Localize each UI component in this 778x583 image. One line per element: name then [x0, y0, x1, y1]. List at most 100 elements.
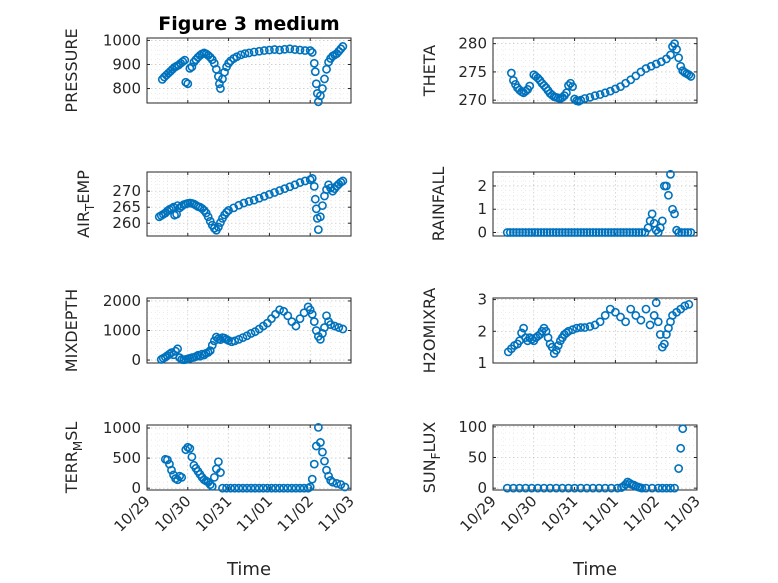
data-point	[295, 178, 305, 187]
data-point	[216, 218, 225, 227]
data-point	[207, 340, 217, 350]
data-point	[169, 202, 178, 212]
chart-title: Figure 3 medium	[158, 13, 339, 35]
data-point	[664, 190, 673, 200]
data-point	[291, 321, 301, 331]
data-point	[173, 344, 182, 354]
data-point	[670, 209, 679, 219]
data-point	[275, 186, 284, 195]
data-point	[205, 52, 215, 62]
y-tick-label: 0	[131, 479, 141, 497]
data-point	[572, 323, 582, 333]
data-point	[326, 320, 335, 329]
data-point	[216, 84, 225, 93]
data-point	[622, 228, 632, 237]
subplot-terr_msl: 0 500 1000 TERRMSL 10/2910/3010/3111/0111/02…	[62, 419, 358, 580]
data-point	[167, 465, 176, 475]
data-point	[270, 45, 279, 54]
data-point	[611, 307, 620, 317]
data-point	[320, 456, 329, 466]
data-point	[657, 216, 667, 226]
data-point	[631, 228, 641, 237]
y-tick-label: 50	[468, 449, 487, 467]
data-point	[548, 228, 558, 237]
data-point	[254, 193, 264, 203]
data-point	[291, 483, 301, 493]
x-axis-label: Time	[572, 559, 617, 580]
data-point	[576, 483, 586, 493]
data-point	[307, 173, 317, 183]
data-point	[670, 39, 679, 49]
data-point	[521, 228, 531, 237]
data-point	[576, 323, 586, 332]
y-tick-label: 270	[112, 182, 141, 200]
y-tick-label: 270	[458, 91, 487, 109]
subplot-rainfall: 0 1 2 RAINFALL	[429, 167, 698, 242]
data-point	[647, 209, 657, 219]
data-point	[162, 455, 172, 465]
axes-border	[146, 424, 352, 491]
data-point	[580, 323, 590, 332]
data-point	[187, 62, 197, 72]
data-point	[634, 228, 644, 237]
data-point	[307, 48, 317, 57]
data-point	[646, 61, 656, 71]
data-point	[551, 345, 561, 355]
data-point	[295, 483, 305, 493]
data-point	[680, 228, 690, 237]
data-point	[653, 483, 663, 493]
data-point	[518, 228, 527, 237]
data-point	[582, 228, 592, 237]
data-point	[270, 188, 279, 197]
data-point	[637, 228, 647, 237]
data-point	[177, 472, 187, 482]
data-point	[246, 329, 256, 338]
axes-border	[492, 424, 698, 491]
data-point	[309, 317, 319, 327]
data-point	[668, 204, 677, 214]
data-point	[259, 191, 269, 201]
y-tick-label: 0	[477, 479, 487, 497]
data-point	[280, 44, 290, 54]
data-point	[613, 228, 622, 237]
data-point	[185, 444, 195, 453]
data-point	[521, 483, 531, 493]
data-point	[275, 45, 284, 55]
data-point	[238, 483, 248, 493]
data-point	[616, 312, 625, 322]
x-tick-label: 11/02	[620, 492, 663, 535]
x-tick-label: 10/29	[457, 492, 500, 535]
y-tick-label: 265	[112, 198, 141, 216]
data-point	[222, 483, 231, 493]
y-tick-label: 1000	[103, 322, 141, 340]
y-label-subscript: T	[83, 203, 97, 212]
data-point	[579, 228, 589, 237]
data-point	[275, 483, 284, 493]
data-point	[533, 228, 543, 237]
data-point	[678, 424, 688, 434]
data-point	[318, 84, 327, 93]
data-point	[275, 305, 284, 315]
data-point	[649, 311, 659, 320]
data-point	[264, 45, 274, 55]
data-point	[181, 77, 191, 87]
data-point	[680, 301, 690, 311]
data-point	[600, 483, 610, 493]
data-point	[336, 44, 346, 54]
x-tick-label: 11/03	[315, 492, 358, 535]
data-point	[554, 228, 564, 237]
data-point	[564, 228, 573, 237]
data-point	[313, 225, 323, 234]
data-point	[205, 346, 215, 355]
data-point	[224, 58, 233, 68]
data-point	[539, 228, 549, 237]
data-point	[628, 228, 638, 237]
y-tick-label: 100	[458, 418, 487, 436]
data-point	[318, 201, 327, 210]
data-point	[666, 169, 675, 179]
data-point	[310, 67, 320, 77]
data-point	[637, 483, 647, 493]
y-label-subscript: M	[71, 441, 85, 451]
data-point	[320, 74, 329, 84]
data-point	[203, 212, 213, 222]
